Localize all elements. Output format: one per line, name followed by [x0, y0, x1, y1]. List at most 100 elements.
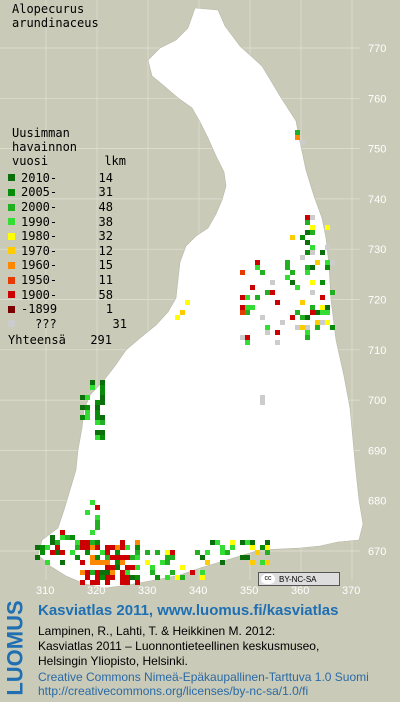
observation-square: [330, 325, 335, 330]
observation-square: [325, 245, 330, 250]
distribution-map: 770 760 750 740 730 720 710 700 690 680 670 310 320…: [0, 0, 387, 595]
observation-square: [170, 570, 175, 575]
legend-count-header: lkm: [104, 154, 126, 169]
observation-square: [295, 135, 300, 140]
legend-title-line2: havainnon: [12, 140, 78, 155]
y-tick-label: 710: [368, 345, 386, 357]
observation-square: [100, 550, 105, 555]
observation-square: [325, 320, 330, 325]
observation-square: [250, 560, 255, 565]
observation-square: [265, 330, 270, 335]
observation-square: [190, 570, 195, 575]
observation-square: [175, 575, 180, 580]
observation-square: [95, 505, 100, 510]
observation-square: [115, 555, 120, 560]
observation-square: [260, 400, 265, 405]
observation-square: [180, 565, 185, 570]
observation-square: [200, 570, 205, 575]
observation-square: [270, 280, 275, 285]
cc-license-badge[interactable]: cc BY-NC-SA: [258, 572, 340, 586]
legend-row-label: 1970-: [21, 243, 58, 258]
legend-row-count: 48: [98, 199, 113, 214]
observation-square: [90, 570, 95, 575]
citation: Lampinen, R., Lahti, T. & Heikkinen M. 2…: [38, 624, 319, 669]
observation-square: [135, 575, 140, 580]
observation-square: [85, 545, 90, 550]
observation-square: [220, 560, 225, 565]
legend-swatch: [8, 232, 15, 240]
legend-row-label: 1950-: [21, 272, 58, 287]
observation-square: [85, 415, 90, 420]
observation-square: [290, 280, 295, 285]
observation-square: [180, 575, 185, 580]
observation-square: [95, 420, 100, 425]
observation-square: [315, 320, 320, 325]
observation-square: [35, 555, 40, 560]
observation-square: [265, 325, 270, 330]
legend-row: 1990- 38: [8, 214, 138, 229]
observation-square: [80, 580, 85, 585]
observation-square: [165, 575, 170, 580]
observation-square: [50, 535, 55, 540]
legend-swatch: [8, 291, 15, 299]
observation-square: [125, 555, 130, 560]
x-tick-label: 330: [138, 585, 156, 595]
observation-square: [115, 560, 120, 565]
legend-total: Yhteensä 291: [8, 333, 138, 347]
y-tick-label: 760: [368, 93, 386, 105]
observation-square: [155, 550, 160, 555]
observation-square: [300, 315, 305, 320]
legend-row: 2005- 31: [8, 185, 138, 200]
observation-square: [100, 570, 105, 575]
observation-square: [100, 400, 105, 405]
observation-square: [90, 500, 95, 505]
observation-square: [310, 310, 315, 315]
observation-square: [225, 550, 230, 555]
observation-square: [75, 540, 80, 545]
observation-square: [45, 560, 50, 565]
observation-square: [85, 550, 90, 555]
observation-square: [330, 260, 335, 265]
y-tick-label: 690: [368, 445, 386, 457]
legend-row-count: 38: [98, 214, 113, 229]
observation-square: [260, 270, 265, 275]
observation-square: [175, 315, 180, 320]
observation-square: [135, 565, 140, 570]
observation-square: [195, 550, 200, 555]
observation-square: [330, 290, 335, 295]
observation-square: [105, 565, 110, 570]
observation-square: [230, 540, 235, 545]
legend-title: Uusimman havainnon vuosi lkm: [12, 126, 138, 169]
observation-square: [240, 310, 245, 315]
legend: Uusimman havainnon vuosi lkm 2010- 14 2005…: [8, 126, 138, 347]
legend-swatch: [8, 189, 15, 196]
legend-row: ??? 31: [8, 317, 138, 332]
observation-square: [135, 555, 140, 560]
legend-row-count: 31: [112, 316, 127, 331]
observation-square: [130, 565, 135, 570]
observation-square: [240, 555, 245, 560]
legend-row-count: 32: [98, 229, 113, 244]
observation-squares: [35, 130, 335, 585]
observation-square: [300, 235, 305, 240]
observation-square: [310, 230, 315, 235]
legend-row: 1950- 11: [8, 273, 138, 288]
observation-square: [95, 430, 100, 435]
observation-square: [150, 565, 155, 570]
observation-square: [315, 325, 320, 330]
observation-square: [145, 550, 150, 555]
legend-row-label: 1990-: [21, 214, 58, 229]
observation-square: [85, 410, 90, 415]
atlas-title-link[interactable]: Kasviatlas 2011, www.luomus.fi/kasviatla…: [38, 602, 339, 619]
observation-square: [85, 405, 90, 410]
observation-square: [300, 255, 305, 260]
y-tick-label: 720: [368, 295, 386, 307]
observation-square: [100, 435, 105, 440]
observation-square: [290, 270, 295, 275]
legend-row-label: 1960-: [21, 258, 58, 273]
observation-square: [240, 540, 245, 545]
observation-square: [310, 215, 315, 220]
observation-square: [285, 275, 290, 280]
legend-row-count: 12: [98, 243, 113, 258]
license-url-link[interactable]: http://creativecommons.org/licenses/by-n…: [38, 684, 309, 698]
